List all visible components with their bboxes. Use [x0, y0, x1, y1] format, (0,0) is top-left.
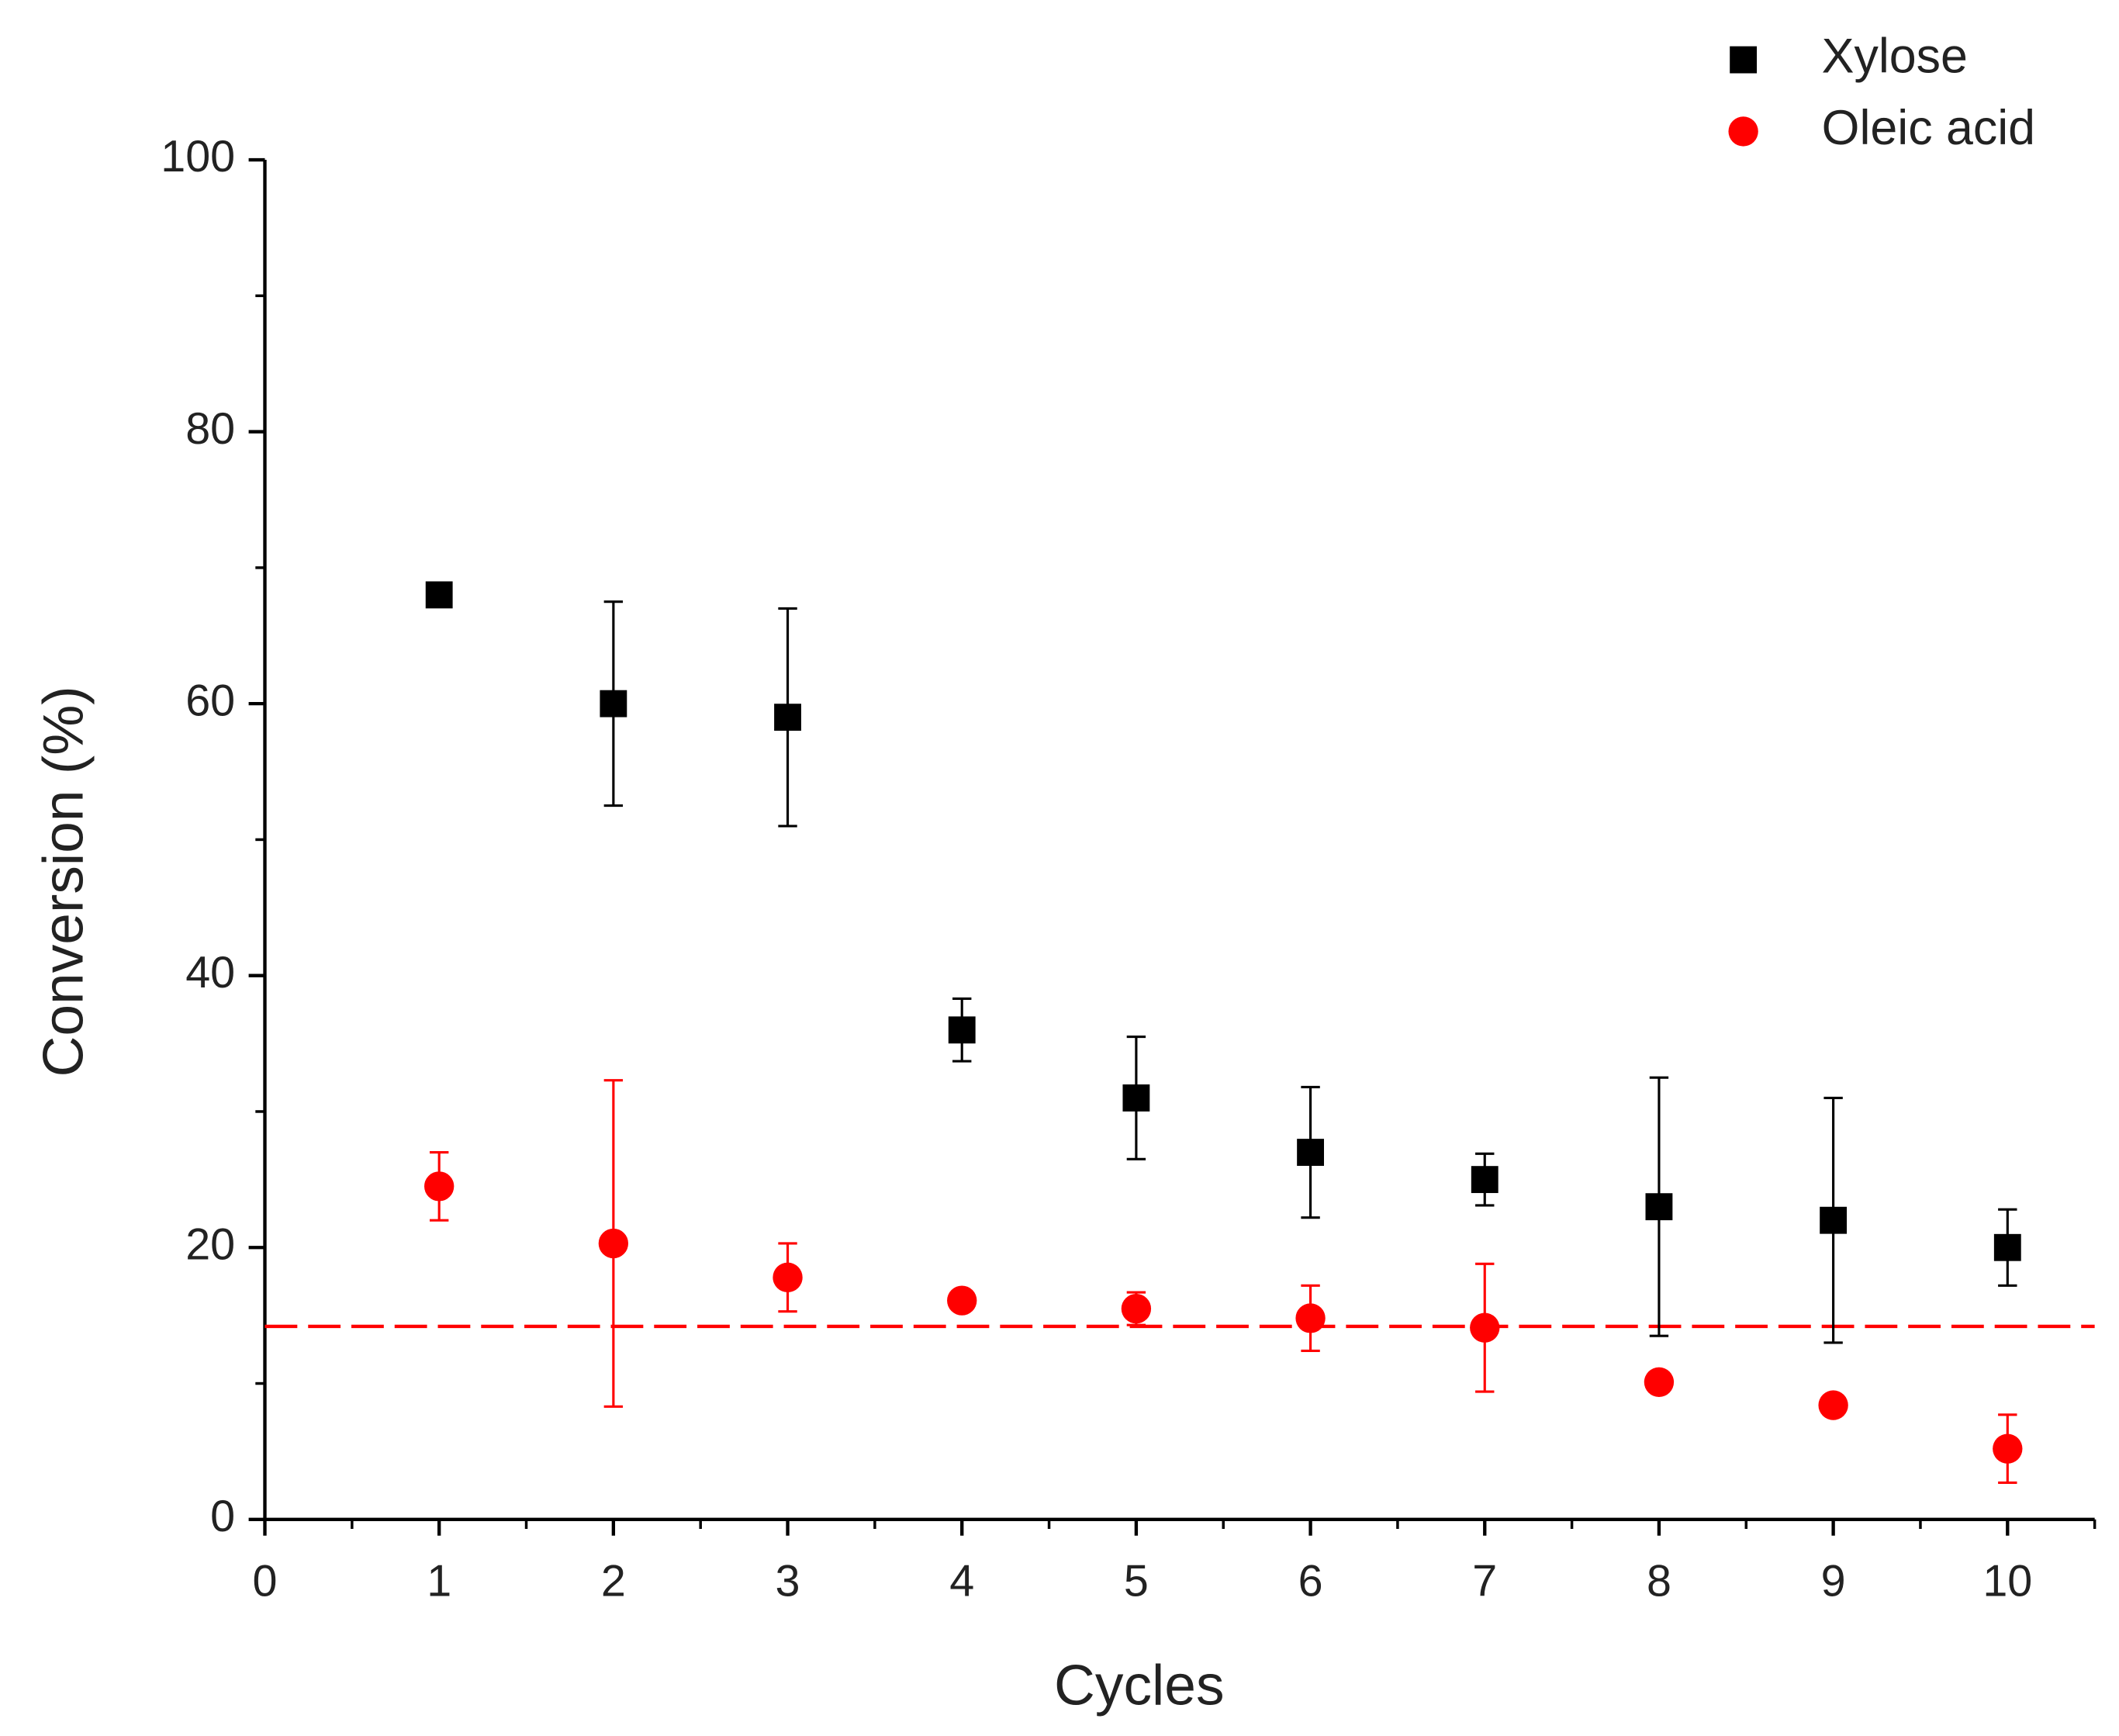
point: [424, 1171, 455, 1202]
point: [773, 1262, 803, 1292]
x-tick-label: 1: [427, 1557, 451, 1606]
y-tick-label: 60: [185, 676, 235, 725]
x-tick-label: 6: [1298, 1557, 1323, 1606]
point: [1993, 1233, 2021, 1261]
x-tick-label: 7: [1472, 1557, 1497, 1606]
x-tick-label: 8: [1647, 1557, 1671, 1606]
y-tick-label: 100: [161, 132, 235, 182]
legend-marker: [1730, 46, 1758, 74]
y-tick-label: 0: [210, 1492, 235, 1541]
x-tick-label: 10: [1982, 1557, 2032, 1606]
x-tick-label: 2: [601, 1557, 626, 1606]
point: [948, 1016, 976, 1044]
point: [947, 1285, 977, 1316]
x-tick-label: 9: [1821, 1557, 1846, 1606]
point: [1471, 1166, 1499, 1194]
point: [1820, 1206, 1848, 1234]
point: [425, 581, 453, 609]
legend-label: Oleic acid: [1822, 101, 2035, 155]
y-tick-label: 80: [185, 404, 235, 454]
point: [598, 1228, 629, 1259]
point: [1470, 1312, 1500, 1343]
y-axis-label: Conversion (%): [31, 686, 95, 1077]
point: [1993, 1433, 2023, 1464]
x-axis-label: Cycles: [1054, 1654, 1225, 1717]
point: [600, 690, 627, 718]
x-tick-label: 0: [253, 1557, 278, 1606]
y-tick-label: 20: [185, 1219, 235, 1269]
x-tick-label: 4: [949, 1557, 974, 1606]
legend-marker: [1728, 116, 1758, 147]
y-tick-label: 40: [185, 948, 235, 998]
x-tick-label: 5: [1124, 1557, 1149, 1606]
point: [1644, 1367, 1675, 1397]
point: [1122, 1084, 1150, 1112]
legend-label: Xylose: [1822, 29, 1968, 84]
x-tick-label: 3: [776, 1557, 800, 1606]
point: [1645, 1193, 1673, 1221]
point: [1818, 1390, 1848, 1420]
point: [1297, 1139, 1325, 1166]
point: [1121, 1293, 1152, 1324]
point: [774, 704, 801, 731]
point: [1295, 1303, 1326, 1333]
